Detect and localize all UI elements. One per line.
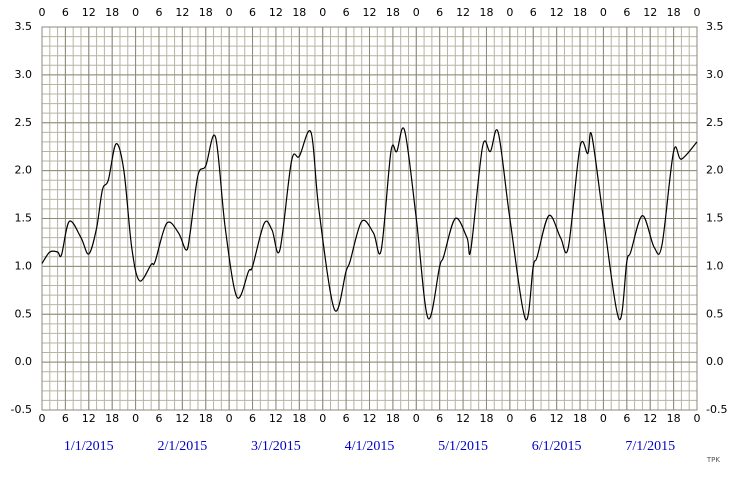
x-tick-label-bottom: 6: [249, 412, 256, 425]
x-tick-label-top: 12: [643, 6, 657, 19]
x-tick-label-top: 0: [694, 6, 701, 19]
tide-line: [41, 127, 698, 321]
x-tick-label-bottom: 0: [226, 412, 233, 425]
x-tick-label-bottom: 12: [269, 412, 283, 425]
date-label: 5/1/2015: [438, 439, 488, 454]
x-tick-label-top: 6: [343, 6, 350, 19]
x-tick-label-top: 18: [667, 6, 681, 19]
y-tick-label: 0.5: [15, 307, 33, 320]
plot-frame: [41, 26, 698, 411]
x-tick-label-top: 6: [155, 6, 162, 19]
x-tick-label-top: 0: [226, 6, 233, 19]
x-tick-label-bottom: 6: [343, 412, 350, 425]
x-tick-label-bottom: 6: [623, 412, 630, 425]
y-tick-label-right: 0.0: [706, 355, 724, 368]
x-tick-label-top: 18: [105, 6, 119, 19]
x-tick-label-top: 6: [62, 6, 69, 19]
y-tick-label-right: 3.5: [706, 20, 724, 33]
date-label: 3/1/2015: [251, 439, 301, 454]
x-tick-label-top: 12: [363, 6, 377, 19]
date-label: 1/1/2015: [64, 439, 114, 454]
x-tick-label-top: 12: [550, 6, 564, 19]
x-tick-label-top: 18: [199, 6, 213, 19]
x-tick-label-top: 0: [506, 6, 513, 19]
y-tick-label: 2.5: [15, 116, 33, 129]
x-tick-label-top: 12: [269, 6, 283, 19]
date-label: 4/1/2015: [345, 439, 395, 454]
x-tick-label-top: 18: [479, 6, 493, 19]
y-tick-label-right: 0.5: [706, 307, 724, 320]
x-tick-label-bottom: 18: [573, 412, 587, 425]
x-tick-label-top: 12: [456, 6, 470, 19]
x-tick-label-bottom: 0: [413, 412, 420, 425]
x-tick-label-bottom: 0: [132, 412, 139, 425]
x-tick-label-top: 0: [600, 6, 607, 19]
x-tick-label-bottom: 18: [105, 412, 119, 425]
date-label: 6/1/2015: [532, 439, 582, 454]
x-tick-label-bottom: 6: [530, 412, 537, 425]
x-tick-label-bottom: 6: [436, 412, 443, 425]
x-tick-label-bottom: 12: [550, 412, 564, 425]
y-tick-label: 2.0: [15, 164, 33, 177]
y-tick-label-right: -0.5: [706, 403, 727, 416]
x-tick-label-top: 0: [413, 6, 420, 19]
x-tick-label-top: 0: [132, 6, 139, 19]
y-tick-label-right: 3.0: [706, 68, 724, 81]
date-label: 2/1/2015: [157, 439, 207, 454]
x-tick-label-bottom: 6: [62, 412, 69, 425]
date-label: 7/1/2015: [625, 439, 675, 454]
x-tick-label-bottom: 18: [292, 412, 306, 425]
y-tick-label: 0.0: [15, 355, 33, 368]
x-tick-label-top: 6: [530, 6, 537, 19]
y-tick-label-right: 1.0: [706, 259, 724, 272]
y-tick-label-right: 2.0: [706, 164, 724, 177]
y-tick-label: -0.5: [11, 403, 32, 416]
y-tick-label: 3.5: [15, 20, 33, 33]
x-tick-label-top: 0: [39, 6, 46, 19]
x-tick-label-bottom: 12: [643, 412, 657, 425]
x-tick-label-top: 18: [292, 6, 306, 19]
x-tick-label-bottom: 0: [39, 412, 46, 425]
y-tick-label-right: 1.5: [706, 212, 724, 225]
x-tick-label-bottom: 0: [319, 412, 326, 425]
x-tick-label-bottom: 18: [199, 412, 213, 425]
x-tick-label-top: 18: [573, 6, 587, 19]
x-tick-label-bottom: 0: [506, 412, 513, 425]
x-tick-label-bottom: 12: [175, 412, 189, 425]
y-tick-label-right: 2.5: [706, 116, 724, 129]
x-tick-label-top: 0: [319, 6, 326, 19]
y-tick-label: 1.0: [15, 259, 33, 272]
x-tick-label-bottom: 6: [155, 412, 162, 425]
x-tick-label-bottom: 18: [479, 412, 493, 425]
y-tick-label: 1.5: [15, 212, 33, 225]
x-tick-label-bottom: 0: [694, 412, 701, 425]
credit: TPK: [706, 456, 720, 464]
x-tick-label-bottom: 0: [600, 412, 607, 425]
x-tick-label-top: 6: [623, 6, 630, 19]
x-tick-label-top: 6: [436, 6, 443, 19]
x-tick-label-top: 12: [82, 6, 96, 19]
x-tick-label-bottom: 18: [667, 412, 681, 425]
x-tick-label-bottom: 18: [386, 412, 400, 425]
x-tick-label-bottom: 12: [363, 412, 377, 425]
x-tick-label-bottom: 12: [82, 412, 96, 425]
x-tick-label-top: 18: [386, 6, 400, 19]
x-tick-label-top: 6: [249, 6, 256, 19]
x-tick-label-top: 12: [175, 6, 189, 19]
y-tick-label: 3.0: [15, 68, 33, 81]
x-tick-label-bottom: 12: [456, 412, 470, 425]
